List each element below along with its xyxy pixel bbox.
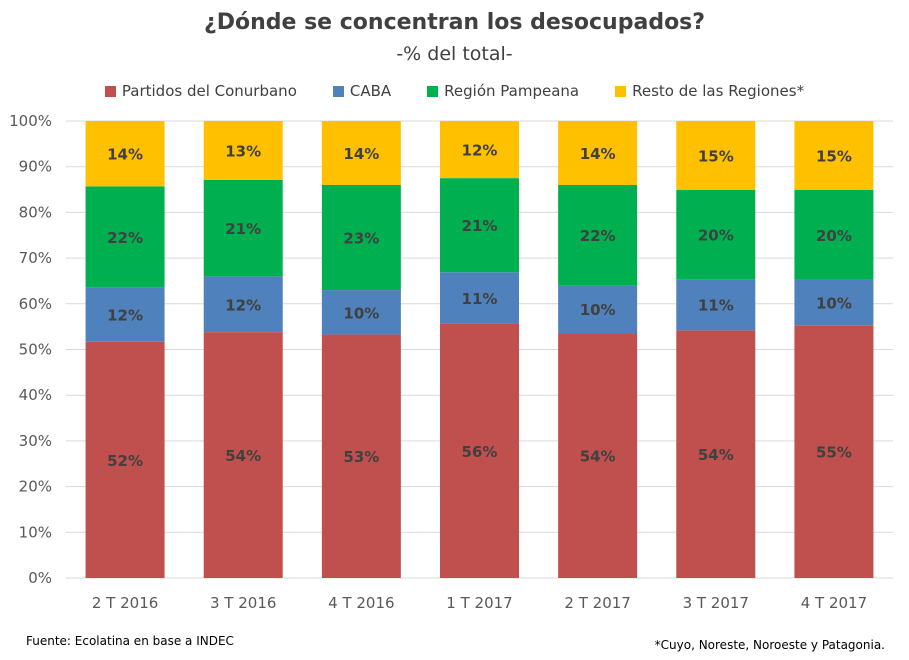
data-label: 15% <box>816 148 852 166</box>
data-label: 12% <box>462 142 498 160</box>
data-label: 15% <box>698 148 734 166</box>
bar-segment <box>794 325 874 578</box>
legend-item: Región Pampeana <box>427 82 579 100</box>
bar-segment <box>558 121 638 185</box>
y-tick-label: 40% <box>19 386 52 404</box>
chart-subtitle: -% del total- <box>396 43 513 65</box>
legend-label: Resto de las Regiones* <box>632 82 805 100</box>
data-label: 14% <box>580 145 616 163</box>
x-tick-label: 3 T 2017 <box>683 594 749 612</box>
legend-item: CABA <box>332 82 392 100</box>
legend-swatch <box>104 85 116 97</box>
bar-segment <box>203 179 283 277</box>
bar-segment <box>440 323 519 578</box>
bar-segment <box>558 184 638 286</box>
x-tick-label: 4 T 2016 <box>328 594 394 612</box>
data-label: 55% <box>816 444 852 462</box>
data-label: 53% <box>343 448 379 466</box>
bar-segment <box>558 285 638 334</box>
y-tick-label: 60% <box>19 295 52 313</box>
bar-segment <box>203 276 283 333</box>
bar-segment <box>85 341 165 578</box>
bar-segment <box>203 332 283 578</box>
y-tick-label: 70% <box>19 249 52 267</box>
legend-swatch <box>332 85 344 97</box>
bar-segment <box>794 190 874 280</box>
data-label: 11% <box>462 290 498 308</box>
data-label: 10% <box>816 294 852 312</box>
y-tick-label: 30% <box>19 432 52 450</box>
bar-segment <box>676 330 756 578</box>
legend-item: Resto de las Regiones* <box>615 82 804 100</box>
x-tick-label: 1 T 2017 <box>446 594 512 612</box>
y-tick-label: 80% <box>19 203 52 221</box>
x-tick-label: 4 T 2017 <box>801 594 867 612</box>
y-tick-label: 0% <box>28 569 52 587</box>
bar-segment <box>440 272 519 324</box>
bar-segment <box>85 186 165 288</box>
data-label: 12% <box>107 307 143 325</box>
data-label: 10% <box>343 304 379 322</box>
footnote: *Cuyo, Noreste, Noroeste y Patagonia. <box>654 638 885 652</box>
bar-segment <box>794 121 874 191</box>
data-label: 54% <box>225 447 261 465</box>
source-note: Fuente: Ecolatina en base a INDEC <box>26 634 234 648</box>
x-tick-label: 2 T 2017 <box>564 594 630 612</box>
data-label: 22% <box>580 227 616 245</box>
y-tick-label: 10% <box>19 523 52 541</box>
x-tick-label: 3 T 2016 <box>210 594 276 612</box>
bar-segment <box>85 121 165 187</box>
legend-item: Partidos del Conurbano <box>104 82 297 100</box>
data-label: 54% <box>698 446 734 464</box>
data-label: 21% <box>462 217 498 235</box>
data-label: 14% <box>107 146 143 164</box>
y-tick-label: 90% <box>19 158 52 176</box>
bar-segment <box>321 184 401 291</box>
data-label: 54% <box>580 448 616 466</box>
data-label: 23% <box>343 230 379 248</box>
data-label: 21% <box>225 220 261 238</box>
legend-label: CABA <box>349 82 392 100</box>
data-label: 11% <box>698 297 734 315</box>
bar-segment <box>676 279 756 331</box>
legend-swatch <box>615 85 627 97</box>
data-label: 10% <box>580 301 616 319</box>
stacked-bar-chart: 0% 10% 20% 30% 40% 50% 60% 70% 80% 90% 100% 52% 12% 2… <box>9 112 893 612</box>
legend-swatch <box>427 85 439 97</box>
legend-label: Región Pampeana <box>444 82 580 100</box>
data-label: 22% <box>107 229 143 247</box>
data-label: 20% <box>698 227 734 245</box>
bar-segment <box>676 190 756 280</box>
data-label: 13% <box>225 142 261 160</box>
data-label: 12% <box>225 296 261 314</box>
bar-segment <box>85 287 165 342</box>
bar-segment <box>440 178 519 273</box>
bar-segment <box>321 290 401 335</box>
bar-segment <box>440 121 519 179</box>
bar-segment <box>676 121 756 191</box>
bar-segment <box>321 334 401 578</box>
data-label: 56% <box>462 443 498 461</box>
chart-legend: Partidos del Conurbano CABA Región Pampean… <box>0 82 909 100</box>
y-tick-label: 50% <box>19 341 52 359</box>
legend-label: Partidos del Conurbano <box>121 82 297 100</box>
data-label: 20% <box>816 227 852 245</box>
x-tick-label: 2 T 2016 <box>92 594 158 612</box>
y-tick-label: 20% <box>19 478 52 496</box>
bar-segment <box>203 121 283 180</box>
bar-segment <box>321 121 401 185</box>
data-label: 14% <box>343 145 379 163</box>
data-label: 52% <box>107 452 143 470</box>
bar-segment <box>794 279 874 326</box>
y-tick-label: 100% <box>9 112 52 130</box>
bar-segment <box>558 333 638 578</box>
chart-title: ¿Dónde se concentran los desocupados? <box>203 10 706 35</box>
